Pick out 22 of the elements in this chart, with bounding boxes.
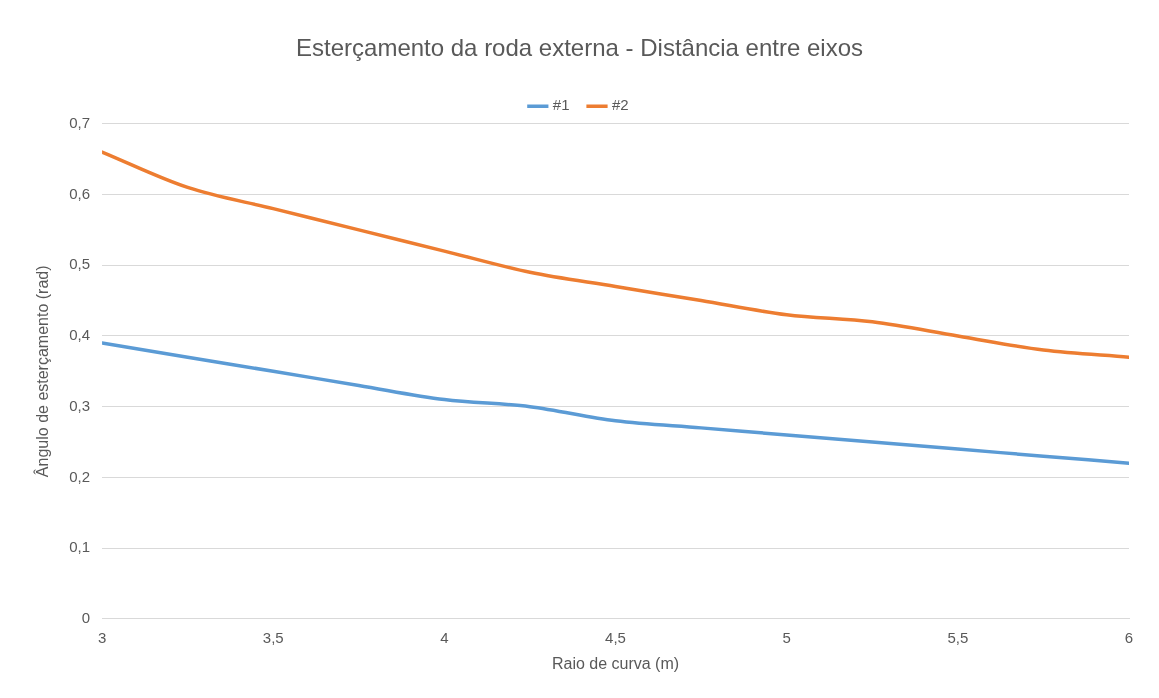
- x-tick-label: 4: [440, 628, 449, 646]
- y-tick-label: 0: [81, 608, 91, 626]
- y-tick-label: 0,4: [69, 326, 91, 344]
- y-tick-label: 0,5: [69, 255, 91, 273]
- x-tick-label: 5: [782, 628, 791, 646]
- x-tick-label: 6: [1124, 628, 1134, 646]
- line-series: [102, 150, 1129, 359]
- x-axis-title: Raio de curva (m): [551, 654, 680, 672]
- x-tick-label: 4,5: [605, 628, 626, 646]
- chart-title: Esterçamento da roda externa - Distância entre eixos: [296, 34, 863, 62]
- y-tick-label: 0,3: [69, 396, 91, 414]
- y-tick-label: 0,1: [69, 538, 91, 556]
- x-tick-label: 3: [97, 628, 107, 646]
- y-tick-label: 0,7: [69, 113, 91, 131]
- y-tick-label: 0,2: [69, 467, 91, 485]
- y-tick-label: 0,6: [69, 184, 91, 202]
- line-series: [102, 341, 1129, 465]
- x-tick-label: 3,5: [262, 628, 284, 646]
- x-tick-label: 5,5: [947, 628, 969, 646]
- y-axis-title: Ângulo de esterçamento (rad): [33, 265, 52, 478]
- legend-label: #1: [552, 96, 570, 114]
- legend-label: #2: [612, 96, 629, 114]
